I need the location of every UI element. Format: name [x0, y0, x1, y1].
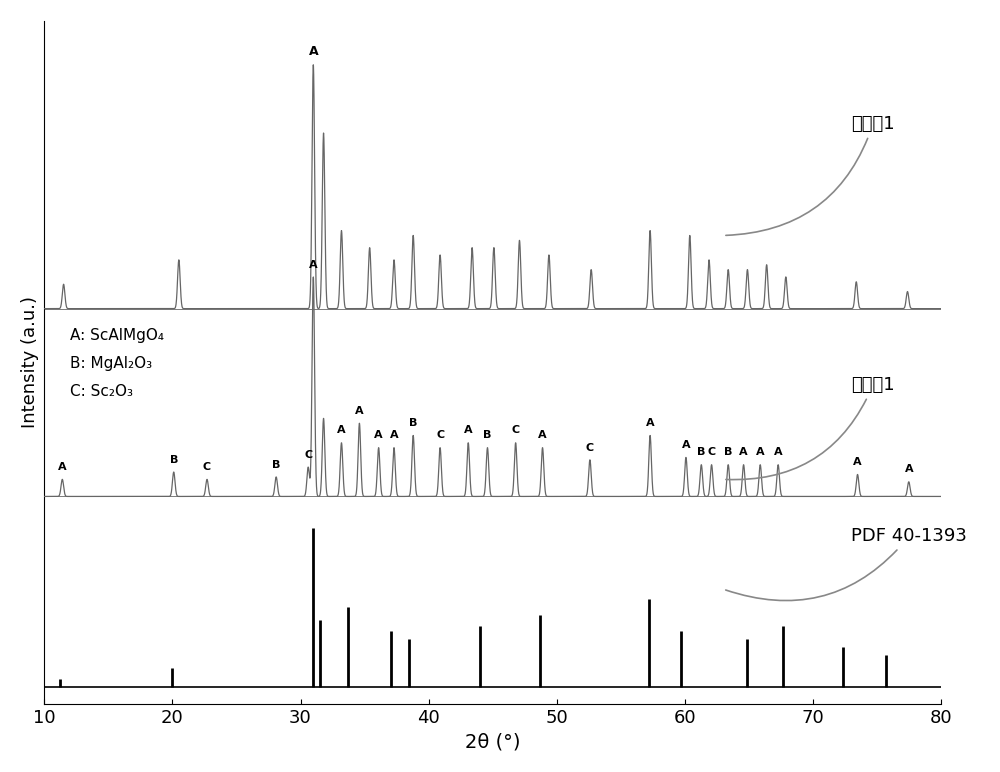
Text: A: A	[309, 259, 318, 269]
Text: C: C	[304, 450, 312, 460]
Text: A: A	[308, 45, 318, 57]
Text: A: A	[904, 465, 913, 475]
Text: C: C	[708, 448, 716, 458]
Text: C: C	[512, 425, 520, 435]
Text: C: Sc₂O₃: C: Sc₂O₃	[70, 384, 133, 399]
Text: A: A	[355, 406, 364, 416]
Text: B: B	[724, 448, 732, 458]
Text: A: A	[464, 425, 473, 435]
Text: A: A	[646, 418, 654, 428]
Text: A: A	[774, 448, 782, 458]
Text: B: B	[697, 448, 706, 458]
Text: A: A	[739, 448, 748, 458]
Text: PDF 40-1393: PDF 40-1393	[726, 527, 967, 601]
Text: B: B	[483, 430, 492, 440]
Text: C: C	[436, 430, 444, 440]
Text: B: B	[170, 455, 178, 465]
Text: A: A	[374, 430, 383, 440]
Text: A: A	[58, 462, 67, 472]
Text: A: ScAlMgO₄: A: ScAlMgO₄	[70, 328, 164, 343]
Text: A: A	[682, 440, 690, 450]
Text: B: MgAl₂O₃: B: MgAl₂O₃	[70, 356, 152, 371]
Text: A: A	[390, 430, 398, 440]
Text: A: A	[337, 425, 346, 435]
Text: B: B	[272, 459, 280, 469]
Text: A: A	[538, 430, 547, 440]
Text: B: B	[409, 418, 417, 428]
X-axis label: 2θ (°): 2θ (°)	[465, 732, 520, 751]
Text: C: C	[586, 442, 594, 452]
Text: 实施例1: 实施例1	[726, 115, 895, 235]
Text: A: A	[756, 448, 765, 458]
Text: C: C	[203, 462, 211, 472]
Y-axis label: Intensity (a.u.): Intensity (a.u.)	[21, 296, 39, 428]
Text: 对比例1: 对比例1	[726, 376, 895, 479]
Text: A: A	[853, 457, 862, 467]
